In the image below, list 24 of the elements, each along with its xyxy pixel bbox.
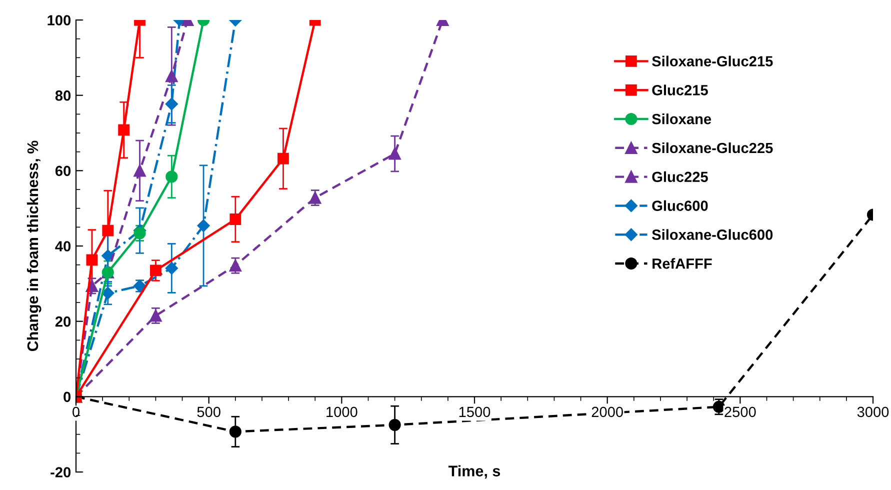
- x-axis-title: Time, s: [448, 465, 500, 479]
- legend-label: Gluc600: [652, 200, 708, 211]
- legend-label: Siloxane-Gluc215: [652, 56, 773, 66]
- legend-label: RefAFFF: [652, 258, 712, 269]
- x-tick-label: 500: [197, 406, 220, 418]
- y-tick-label: 60: [55, 166, 71, 176]
- x-tick-label: 2000: [592, 406, 623, 418]
- legend-label: Gluc225: [652, 171, 708, 182]
- y-tick-label: 40: [55, 241, 71, 252]
- y-axis-title: Change in foam thickness, %: [26, 140, 42, 352]
- legend-label: Siloxane: [652, 114, 712, 124]
- x-tick-label: 1000: [326, 406, 358, 418]
- y-tick-label: 0: [64, 392, 71, 402]
- y-tick-label: 100: [48, 15, 71, 26]
- y-tick-label: -20: [50, 467, 71, 478]
- x-tick-label: 2500: [724, 406, 756, 418]
- x-tick-label: 3000: [857, 406, 889, 418]
- legend-label: Siloxane-Gluc225: [652, 142, 773, 154]
- legend-label: Gluc215: [652, 84, 708, 96]
- x-tick-label: 1500: [459, 406, 490, 418]
- x-tick-label: 0: [72, 406, 80, 418]
- y-tick-label: 20: [55, 316, 71, 327]
- y-tick-label: 80: [55, 90, 71, 101]
- legend-label: Siloxane-Gluc600: [652, 229, 773, 240]
